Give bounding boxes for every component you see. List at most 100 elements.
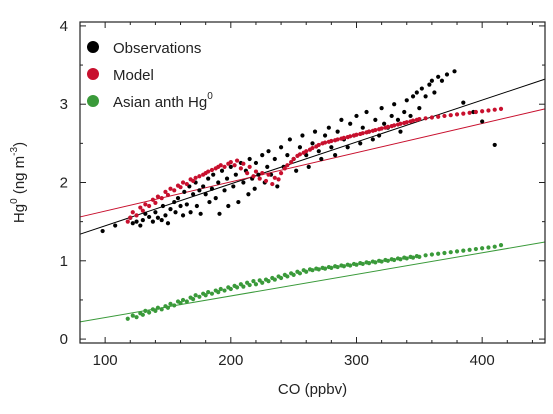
y-tick-label: 4 [60, 18, 68, 35]
legend-label-base: Asian anth Hg [113, 94, 207, 111]
data-point [140, 312, 145, 317]
data-point [278, 145, 284, 150]
data-point [339, 117, 344, 122]
data-point [150, 197, 155, 202]
data-point [379, 126, 384, 131]
data-point [345, 145, 350, 150]
data-point [172, 303, 177, 308]
data-point [257, 176, 262, 181]
data-point [404, 98, 409, 103]
data-point [263, 178, 269, 184]
data-point [245, 171, 250, 176]
data-point [201, 184, 206, 189]
data-point [143, 202, 148, 207]
y-axis-title-base: Hg [11, 204, 28, 223]
y-axis-title-sup: 0 [9, 198, 20, 204]
data-point [316, 149, 321, 154]
data-point [341, 264, 347, 269]
data-point [178, 185, 183, 190]
y-axis-title-rest: (ng m [11, 156, 28, 199]
axis-ticks: 100 200 300 400 0 1 2 3 4 [60, 18, 545, 369]
data-point [392, 257, 397, 263]
data-point [143, 211, 148, 216]
data-point [285, 274, 290, 279]
data-point [241, 180, 246, 185]
data-point [373, 260, 378, 265]
data-point [182, 189, 187, 194]
y-tick-label: 1 [60, 253, 68, 270]
data-point [442, 113, 447, 119]
data-point [253, 169, 259, 174]
data-point [333, 152, 338, 158]
data-point [354, 132, 359, 137]
data-point [147, 214, 152, 220]
data-point [134, 219, 139, 224]
data-point [275, 184, 280, 189]
data-point [150, 219, 155, 224]
data-point [173, 210, 178, 215]
data-point [140, 208, 145, 213]
data-point [153, 200, 158, 205]
data-point [306, 164, 311, 169]
data-point [392, 123, 397, 128]
data-point [193, 293, 198, 298]
legend-label: Model [113, 67, 154, 84]
data-point [206, 176, 211, 181]
data-point [247, 282, 252, 288]
data-point [410, 118, 416, 123]
data-point [417, 106, 422, 111]
data-point [467, 247, 472, 252]
data-point [395, 117, 401, 122]
data-point [266, 172, 271, 177]
data-point [408, 113, 413, 119]
data-point [486, 245, 491, 250]
data-point [335, 137, 340, 142]
data-point [436, 114, 441, 119]
data-point [143, 308, 148, 313]
data-point [304, 269, 309, 274]
x-axis-title: CO (ppbv) [278, 381, 347, 398]
y-tick-label: 0 [60, 331, 68, 348]
data-point [373, 117, 378, 122]
data-point [287, 137, 292, 142]
data-point [379, 106, 384, 111]
data-point [184, 181, 189, 187]
data-point [228, 160, 233, 165]
data-point [130, 210, 135, 215]
data-point [498, 243, 504, 248]
data-point [147, 310, 152, 315]
data-point [300, 133, 305, 138]
data-point [423, 116, 428, 121]
data-point [304, 149, 309, 154]
data-point [278, 275, 284, 281]
data-point [429, 115, 434, 120]
data-point [285, 163, 290, 168]
data-point [373, 127, 378, 133]
data-point [329, 138, 334, 144]
data-point [228, 164, 233, 169]
data-point [486, 108, 491, 113]
data-point [224, 176, 230, 181]
data-point [213, 196, 218, 201]
data-point [297, 152, 303, 157]
y-tick-label: 3 [60, 96, 68, 113]
data-point [385, 258, 391, 263]
data-point [448, 250, 453, 255]
data-point [404, 120, 409, 125]
data-point [130, 221, 135, 226]
data-point [253, 282, 259, 287]
y-tick-label: 2 [60, 175, 68, 192]
data-point [473, 246, 478, 252]
data-point [251, 279, 256, 284]
data-point [461, 100, 466, 105]
data-point [155, 215, 161, 220]
data-point [272, 277, 277, 282]
data-point [335, 264, 340, 270]
data-point [128, 215, 133, 220]
data-point [232, 163, 237, 168]
data-point [322, 266, 328, 271]
data-point [207, 199, 212, 205]
data-point [228, 286, 233, 292]
data-point [377, 133, 382, 138]
